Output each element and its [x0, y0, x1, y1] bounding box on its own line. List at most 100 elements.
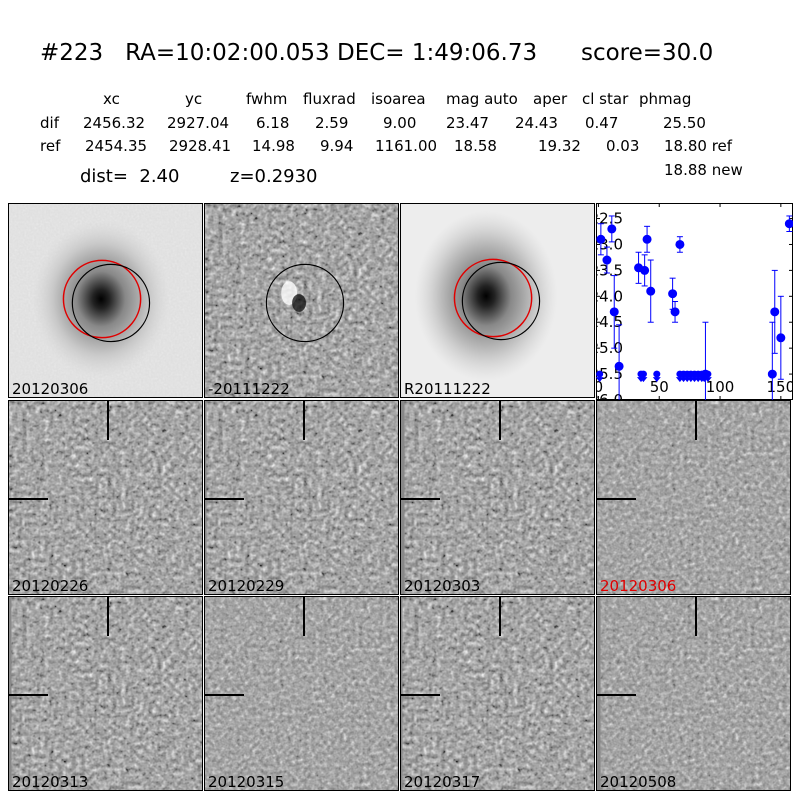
- stamp-epoch-20120315: 20120315: [204, 596, 399, 791]
- stamp-new-image: 20120306: [8, 203, 203, 398]
- stamp-epoch-20120313: 20120313: [8, 596, 203, 791]
- dif-aper: 24.43: [515, 114, 558, 132]
- stamp-pixels: [9, 597, 202, 790]
- col-header-fwhm: fwhm: [246, 90, 288, 108]
- stamp-epoch-20120508: 20120508: [596, 596, 791, 791]
- y-tick-label: 22.5: [596, 210, 623, 228]
- stamp-label: 20120303: [404, 577, 481, 595]
- plot-frame: [596, 203, 793, 400]
- y-tick-label: 26.0: [596, 391, 623, 400]
- upper-limit-arrow: [639, 377, 648, 383]
- position-tick-horizontal: [9, 694, 48, 696]
- dist-value: dist= 2.40: [80, 166, 180, 187]
- dif-mag-auto: 23.47: [446, 114, 489, 132]
- x-tick-label: 0: [596, 378, 603, 396]
- dif-fwhm: 6.18: [256, 114, 290, 132]
- col-header-aper: aper: [533, 90, 568, 108]
- stamp-pixels: [205, 401, 398, 594]
- ref-aperture-circle: [453, 258, 533, 338]
- upper-limit-point: [639, 370, 647, 378]
- y-tick-label: 24.5: [596, 313, 623, 331]
- upper-limit-arrow: [703, 377, 712, 383]
- stamp-reference-image: R20111222: [400, 203, 595, 398]
- position-tick-horizontal: [401, 694, 440, 696]
- stamp-label: 20120313: [12, 773, 89, 791]
- upper-limit-point: [653, 370, 661, 378]
- position-tick-horizontal: [401, 498, 440, 500]
- ref-aperture-circle: [62, 259, 142, 339]
- row-label-ref: ref: [40, 137, 61, 155]
- detection-point: [675, 239, 685, 249]
- stamp-label: R20111222: [404, 380, 491, 398]
- ref-aper: 19.32: [538, 137, 581, 155]
- light-curve-plot: 22.523.023.524.024.525.025.526.0 0501001…: [596, 203, 793, 400]
- stamp-epoch-20120317: 20120317: [400, 596, 595, 791]
- x-tick-label: 100: [706, 378, 735, 396]
- col-header-cl-star: cl star: [582, 90, 629, 108]
- position-tick-horizontal: [597, 498, 636, 500]
- position-tick-horizontal: [597, 694, 636, 696]
- ref-yc: 2928.41: [169, 137, 232, 155]
- detection-point: [614, 361, 624, 371]
- detection-point: [646, 286, 656, 296]
- position-tick-horizontal: [205, 694, 244, 696]
- new-phmag: 18.88 new: [664, 161, 743, 179]
- stamp-label: 20120315: [208, 773, 285, 791]
- col-header-yc: yc: [185, 90, 203, 108]
- dif-aperture-circle: [71, 263, 151, 343]
- detection-point: [784, 219, 793, 229]
- upper-limit-arrow: [596, 377, 604, 383]
- detection-point: [596, 234, 606, 244]
- stamp-epoch-20120303: 20120303: [400, 400, 595, 595]
- x-tick-label: 150: [767, 378, 793, 396]
- detection-point: [668, 289, 678, 299]
- detection-point: [640, 265, 650, 275]
- stamp-epoch-20120229: 20120229: [204, 400, 399, 595]
- position-tick-vertical: [303, 597, 305, 636]
- detection-point: [670, 307, 680, 317]
- position-tick-vertical: [499, 597, 501, 636]
- redshift-value: z=0.2930: [230, 166, 318, 187]
- y-tick-label: 24.0: [596, 287, 623, 305]
- col-header-phmag: phmag: [639, 90, 692, 108]
- stamp-pixels: [401, 597, 594, 790]
- stamp-label: 20120229: [208, 577, 285, 595]
- stamp-label: -20111222: [208, 380, 290, 398]
- stamp-epoch-20120306: 20120306: [596, 400, 791, 595]
- ref-cl-star: 0.03: [606, 137, 640, 155]
- position-tick-vertical: [107, 401, 109, 440]
- detection-point: [770, 307, 780, 317]
- dif-cl-star: 0.47: [585, 114, 619, 132]
- stamp-label: 20120317: [404, 773, 481, 791]
- stamp-pixels: [205, 597, 398, 790]
- ref-fwhm: 14.98: [252, 137, 295, 155]
- position-tick-vertical: [695, 401, 697, 440]
- stamp-reference-image-pixels: [401, 204, 594, 397]
- position-tick-horizontal: [9, 498, 48, 500]
- position-tick-vertical: [303, 401, 305, 440]
- position-tick-vertical: [499, 401, 501, 440]
- detection-point: [767, 369, 777, 379]
- ref-isoarea: 1161.00: [375, 137, 438, 155]
- stamp-label: 20120306: [12, 380, 89, 398]
- ref-fluxrad: 9.94: [320, 137, 354, 155]
- row-label-dif: dif: [40, 114, 59, 132]
- dif-yc: 2927.04: [167, 114, 230, 132]
- col-header-xc: xc: [103, 90, 120, 108]
- upper-limit-point: [704, 370, 712, 378]
- stamp-difference-image-pixels: [205, 204, 398, 397]
- ref-mag-auto: 18.58: [454, 137, 497, 155]
- dif-fluxrad: 2.59: [315, 114, 349, 132]
- col-header-isoarea: isoarea: [371, 90, 426, 108]
- detection-point: [776, 333, 786, 343]
- stamp-label: 20120306: [600, 577, 677, 595]
- dif-xc: 2456.32: [83, 114, 146, 132]
- col-header-mag-auto: mag auto: [446, 90, 518, 108]
- position-tick-vertical: [695, 597, 697, 636]
- upper-limit-arrow: [652, 377, 661, 383]
- dif-aperture-circle: [265, 263, 345, 343]
- dif-isoarea: 9.00: [383, 114, 417, 132]
- ref-phmag: 18.80 ref: [664, 137, 733, 155]
- stamp-pixels: [401, 401, 594, 594]
- stamp-pixels: [9, 401, 202, 594]
